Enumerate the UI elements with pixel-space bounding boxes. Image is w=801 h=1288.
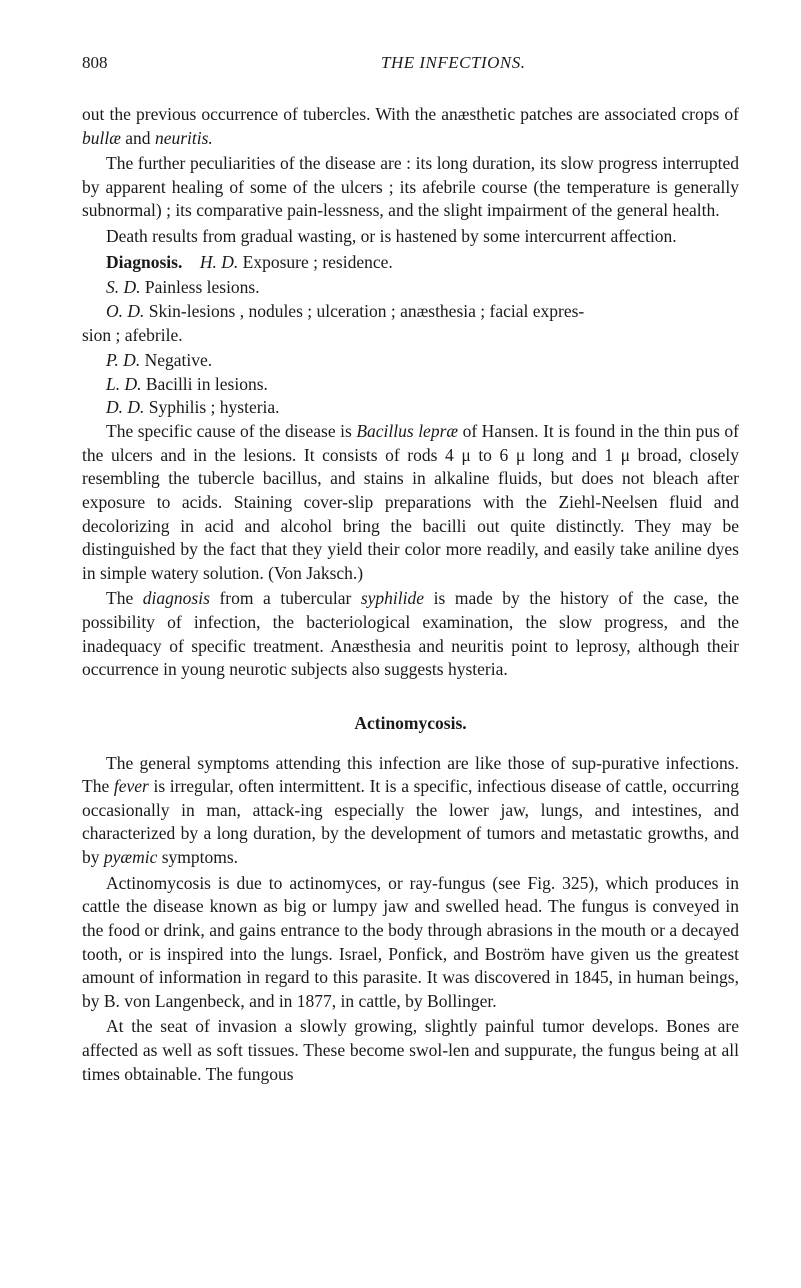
page-header: 808 THE INFECTIONS. — [82, 52, 739, 75]
section-heading-actinomycosis: Actinomycosis. — [82, 712, 739, 736]
paragraph-3: Death results from gradual wasting, or i… — [82, 225, 739, 249]
p4-text-a: The specific cause of the disease is — [106, 421, 356, 441]
paragraph-2: The further peculiarities of the disease… — [82, 152, 739, 223]
od-text: Skin-lesions , nodules ; ulceration ; an… — [144, 301, 584, 321]
diagnosis-text: Exposure ; residence. — [238, 252, 393, 272]
p5-text-a: The — [106, 588, 143, 608]
pd-text: Negative. — [140, 350, 212, 370]
sd-line: S. D. Painless lesions. — [82, 276, 739, 300]
p6-text-c: symptoms. — [157, 847, 238, 867]
paragraph-4: The specific cause of the disease is Bac… — [82, 420, 739, 585]
pd-line: P. D. Negative. — [82, 349, 739, 373]
paragraph-7: Actinomycosis is due to actinomyces, or … — [82, 872, 739, 1014]
p4-italic-1: Bacillus lepræ — [356, 421, 458, 441]
ld-line: L. D. Bacilli in lesions. — [82, 373, 739, 397]
dd-text: Syphilis ; hysteria. — [144, 397, 279, 417]
p5-italic-2: syphilide — [361, 588, 424, 608]
diagnosis-hd: H. D. — [200, 252, 238, 272]
diagnosis-line: Diagnosis. H. D. Exposure ; residence. — [82, 251, 739, 275]
header-spacer — [709, 52, 739, 75]
paragraph-6: The general symptoms attending this infe… — [82, 752, 739, 870]
p6-italic-1: fever — [114, 776, 149, 796]
p5-italic-1: diagnosis — [143, 588, 210, 608]
p1-italic-2: neuritis. — [155, 128, 213, 148]
page-title: THE INFECTIONS. — [108, 52, 710, 75]
pd-label: P. D. — [106, 350, 140, 370]
body-text: out the previous occurrence of tubercles… — [82, 103, 739, 1086]
od-line: O. D. Skin-lesions , nodules ; ulceratio… — [82, 300, 739, 324]
dd-label: D. D. — [106, 397, 144, 417]
page-number: 808 — [82, 52, 108, 75]
p1-italic-1: bullæ — [82, 128, 121, 148]
p4-text-b: of Hansen. It is found in the thin pus o… — [82, 421, 739, 583]
ld-label: L. D. — [106, 374, 142, 394]
od-continuation: sion ; afebrile. — [82, 324, 739, 348]
paragraph-1: out the previous occurrence of tubercles… — [82, 103, 739, 150]
p1-text-mid: and — [121, 128, 155, 148]
diagnosis-label: Diagnosis. — [106, 252, 182, 272]
paragraph-8: At the seat of invasion a slowly growing… — [82, 1015, 739, 1086]
p1-text-a: out the previous occurrence of tubercles… — [82, 104, 739, 124]
dd-line: D. D. Syphilis ; hysteria. — [82, 396, 739, 420]
paragraph-5: The diagnosis from a tubercular syphilid… — [82, 587, 739, 682]
ld-text: Bacilli in lesions. — [142, 374, 268, 394]
od-label: O. D. — [106, 301, 144, 321]
sd-label: S. D. — [106, 277, 141, 297]
p6-italic-2: pyæmic — [104, 847, 157, 867]
sd-text: Painless lesions. — [141, 277, 260, 297]
p5-text-b: from a tubercular — [210, 588, 361, 608]
